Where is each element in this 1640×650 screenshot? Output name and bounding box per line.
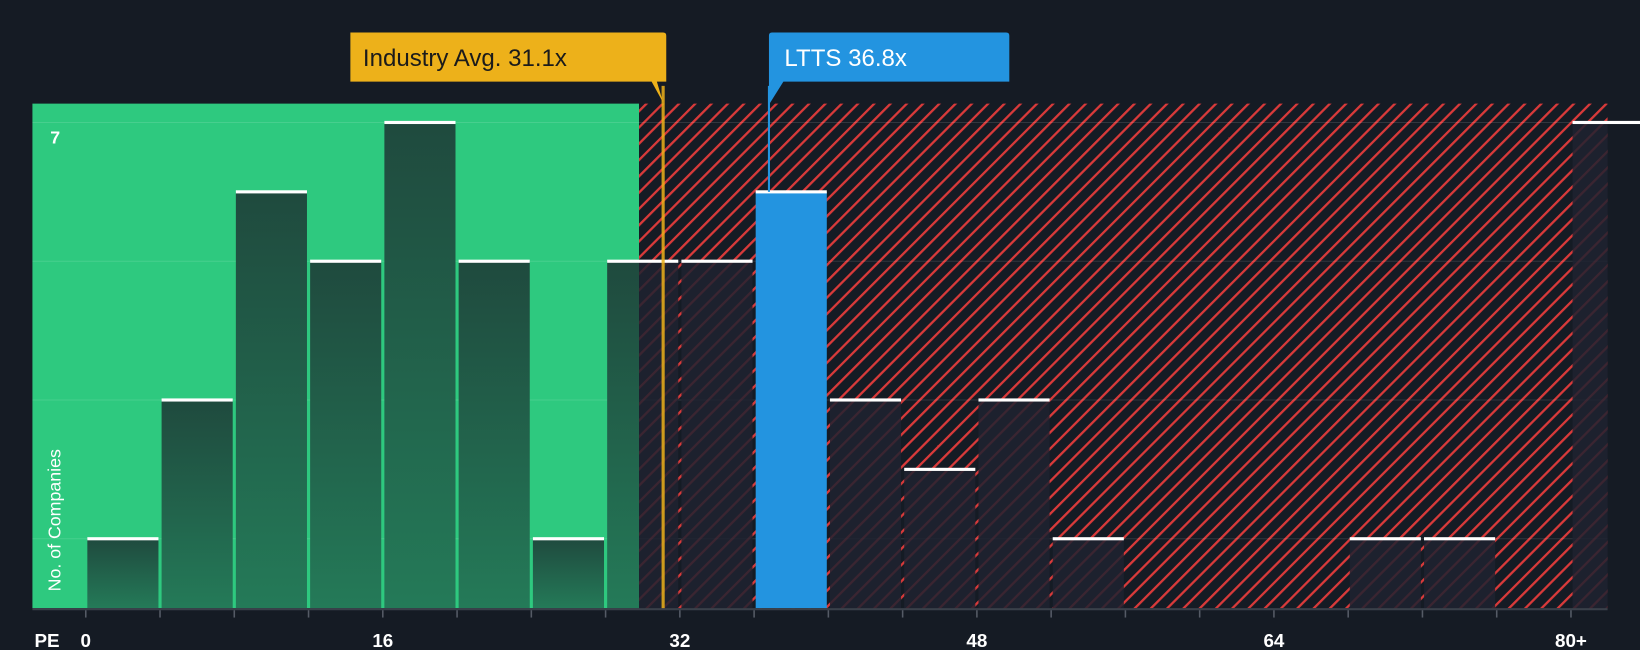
- bar-cap: [235, 190, 307, 194]
- industry-avg-callout: [350, 32, 667, 103]
- ltts-label: LTTS 36.8x: [784, 45, 906, 72]
- x-tick-label: 80+: [1555, 630, 1587, 650]
- bar: [384, 122, 456, 609]
- y-tick-label: 7: [50, 127, 60, 147]
- bar: [1349, 538, 1421, 609]
- x-tick-label: 48: [966, 630, 987, 650]
- bar-cap: [1424, 537, 1496, 541]
- bar: [904, 469, 976, 609]
- bar: [639, 261, 679, 609]
- bar-cap: [1052, 537, 1124, 541]
- bar: [87, 538, 159, 609]
- bar-cap: [1349, 537, 1421, 541]
- bar: [161, 399, 233, 609]
- bar: [458, 261, 530, 609]
- bar-cap: [310, 259, 382, 263]
- bar-highlight-ltts: [755, 191, 827, 609]
- bar-cap: [829, 398, 902, 402]
- x-tick-label: 64: [1263, 630, 1284, 650]
- bar: [310, 261, 382, 609]
- x-tick-label: 0: [81, 630, 91, 650]
- bar-cap: [681, 259, 753, 263]
- x-tick-label: 16: [372, 630, 393, 650]
- bar: [829, 399, 902, 609]
- bar-cap: [161, 398, 233, 402]
- bar-cap: [1572, 120, 1640, 125]
- x-tick-label: 32: [669, 630, 690, 650]
- bar-cap: [755, 190, 827, 194]
- x-axis-label: PE: [35, 630, 60, 650]
- bar: [1052, 538, 1124, 609]
- bar-cap: [458, 259, 530, 263]
- bar-cap: [978, 398, 1050, 402]
- ltts-callout: [768, 32, 1010, 105]
- bar: [681, 261, 753, 609]
- bar: [607, 261, 640, 609]
- bar-cap: [87, 537, 159, 541]
- bar-cap: [607, 259, 679, 263]
- bar-cap: [384, 120, 456, 125]
- industry-avg-label: Industry Avg. 31.1x: [363, 45, 567, 72]
- bar: [235, 191, 307, 609]
- bar-cap: [532, 537, 605, 541]
- bar: [1424, 538, 1496, 609]
- bar: [978, 399, 1050, 609]
- y-axis-label: No. of Companies: [45, 449, 65, 591]
- bar: [1572, 122, 1608, 609]
- bar-cap: [904, 467, 976, 471]
- bar: [532, 538, 605, 609]
